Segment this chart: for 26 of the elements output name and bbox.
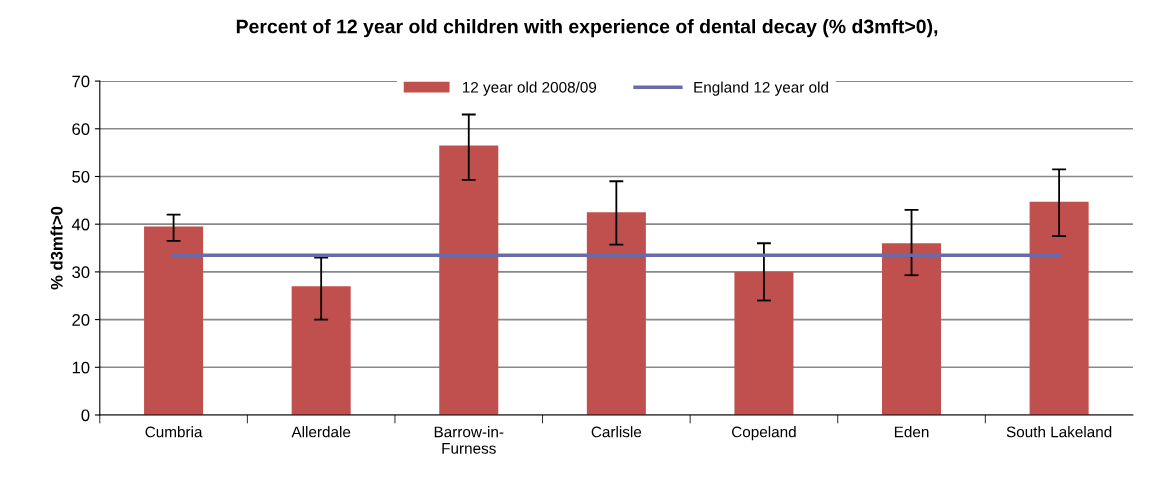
x-tick-label: South Lakeland (1006, 426, 1112, 438)
bar (882, 243, 942, 415)
bar (1029, 201, 1089, 415)
chart-title: Percent of 12 year old children with experience of dental decay (% d3mft>0), (236, 19, 938, 38)
bar (144, 226, 204, 415)
bar (734, 271, 794, 415)
bar (586, 212, 646, 415)
x-tick-label: Eden (894, 426, 929, 438)
y-tick-label: 70 (72, 75, 90, 88)
legend-label: England 12 year old (694, 81, 828, 96)
y-tick-label: 0 (81, 409, 90, 422)
x-tick-label: Cumbria (145, 426, 203, 438)
y-axis-title: % d3mft>0 (50, 206, 63, 290)
bar (291, 286, 351, 415)
x-tick-label: Carlisle (591, 426, 642, 438)
legend-label: 12 year old 2008/09 (462, 81, 597, 96)
x-tick-label: Allerdale (291, 426, 351, 438)
y-tick-label: 60 (72, 123, 90, 135)
x-tick-label: Copeland (732, 426, 796, 441)
bar (439, 145, 499, 415)
y-tick-label: 40 (71, 218, 90, 231)
y-tick-label: 30 (72, 266, 90, 279)
y-tick-label: 20 (72, 313, 90, 326)
y-tick-label: 10 (72, 361, 90, 374)
x-tick-label: Barrow-in- Furness (434, 426, 504, 454)
y-tick-label: 50 (72, 170, 90, 183)
